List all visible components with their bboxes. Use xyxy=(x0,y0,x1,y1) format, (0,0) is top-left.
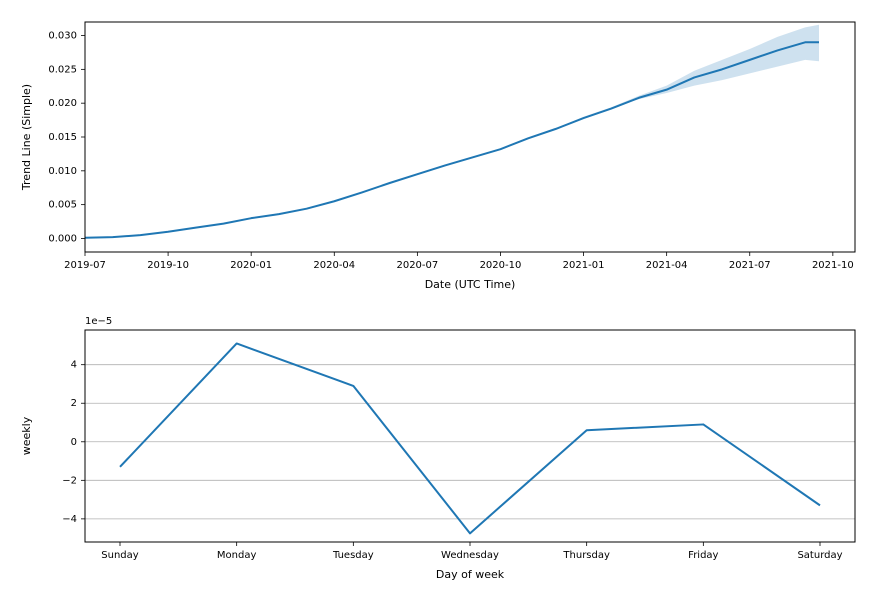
y-tick-label: 0.000 xyxy=(48,233,77,244)
y-axis-label: Trend Line (Simple) xyxy=(20,84,33,191)
x-tick-label: 2019-10 xyxy=(147,260,189,271)
x-tick-label: Sunday xyxy=(101,550,138,561)
y-tick-label: 0.010 xyxy=(48,166,77,177)
x-tick-label: 2021-04 xyxy=(646,260,688,271)
x-tick-label: Friday xyxy=(688,550,718,561)
y-tick-label: 0 xyxy=(71,437,77,448)
x-tick-label: 2021-01 xyxy=(563,260,605,271)
y-tick-label: 0.005 xyxy=(48,200,77,211)
x-tick-label: Tuesday xyxy=(332,550,374,561)
x-tick-label: 2021-10 xyxy=(812,260,854,271)
x-tick-label: 2020-04 xyxy=(313,260,355,271)
x-axis-label: Day of week xyxy=(436,568,505,581)
x-tick-label: 2020-07 xyxy=(396,260,438,271)
x-tick-label: 2021-07 xyxy=(729,260,771,271)
x-tick-label: 2020-10 xyxy=(480,260,522,271)
figure: 2019-07 2019-10 2020-01 2020-04 2020-07 2020-… xyxy=(0,0,888,590)
x-tick-label: 2019-07 xyxy=(64,260,106,271)
y-exponent-label: 1e−5 xyxy=(85,316,112,327)
y-tick-label: 0.020 xyxy=(48,98,77,109)
x-tick-label: Thursday xyxy=(562,550,610,561)
x-tick-label: Monday xyxy=(217,550,257,561)
confidence-band xyxy=(85,25,819,238)
x-axis-label: Date (UTC Time) xyxy=(425,278,516,291)
y-tick-label: −4 xyxy=(62,514,77,525)
y-tick-label: 0.025 xyxy=(48,64,77,75)
y-tick-label: 2 xyxy=(71,398,77,409)
panel-weekly: Sunday Monday Tuesday Wednesday Thursday Frid… xyxy=(20,316,855,581)
series-line xyxy=(120,343,820,533)
y-tick-label: −2 xyxy=(62,475,77,486)
x-tick-label: Saturday xyxy=(797,550,842,561)
y-tick-label: 0.015 xyxy=(48,132,77,143)
x-tick-label: Wednesday xyxy=(441,550,499,561)
y-tick-label: 0.030 xyxy=(48,31,77,42)
x-tick-label: 2020-01 xyxy=(230,260,272,271)
y-axis-label: weekly xyxy=(20,416,33,455)
axes-frame xyxy=(85,330,855,542)
panel-trend: 2019-07 2019-10 2020-01 2020-04 2020-07 2020-… xyxy=(20,22,855,291)
y-tick-label: 4 xyxy=(71,360,77,371)
